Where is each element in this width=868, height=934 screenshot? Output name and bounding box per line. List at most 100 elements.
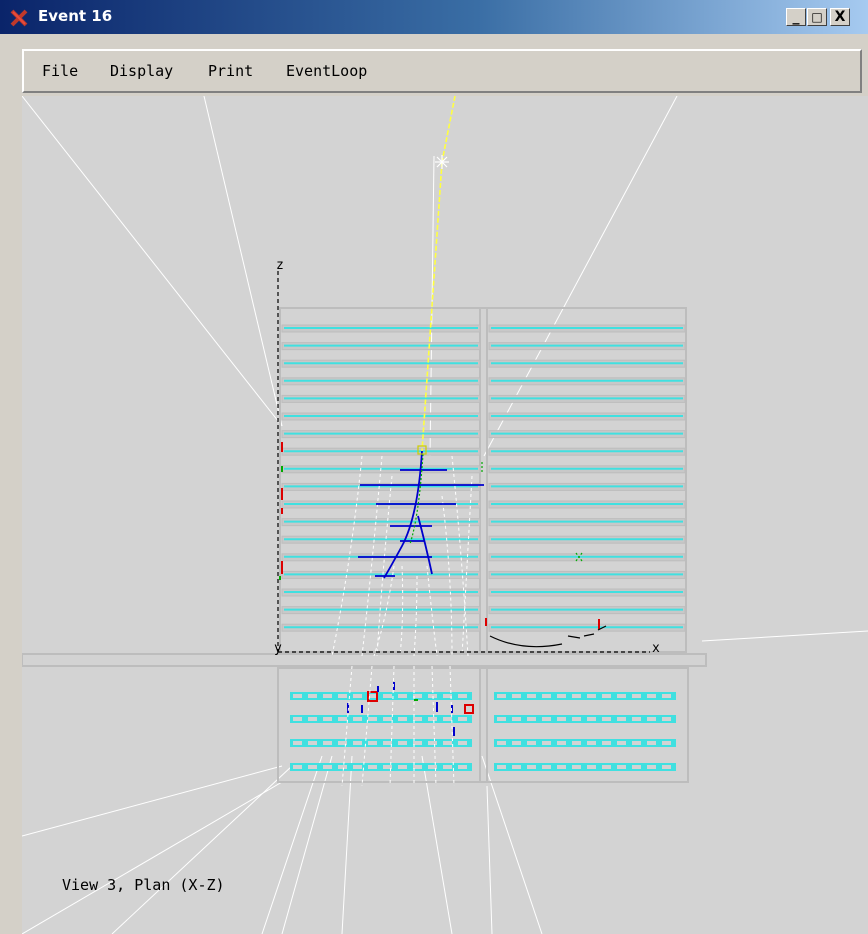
lower-hits bbox=[347, 682, 474, 736]
segment-cell bbox=[353, 717, 362, 721]
segment-cell bbox=[443, 765, 452, 769]
segment-cell bbox=[497, 741, 506, 745]
event-display-canvas[interactable]: z y x View 3, Plan (X-Z) bbox=[22, 96, 868, 934]
segment-cell bbox=[428, 765, 437, 769]
segment-cell bbox=[458, 765, 467, 769]
app-x-icon bbox=[10, 9, 28, 27]
segment-cell bbox=[368, 765, 377, 769]
segment-cell bbox=[398, 694, 407, 698]
segment-cell bbox=[662, 765, 671, 769]
segment-row bbox=[494, 763, 676, 771]
segment-cell bbox=[323, 694, 332, 698]
view-label: View 3, Plan (X-Z) bbox=[62, 876, 225, 894]
segment-cell bbox=[632, 741, 641, 745]
segment-cell bbox=[353, 741, 362, 745]
segment-cell bbox=[323, 765, 332, 769]
separator-band bbox=[22, 653, 707, 667]
segment-cell bbox=[602, 694, 611, 698]
segment-cell bbox=[572, 741, 581, 745]
segment-cell bbox=[323, 741, 332, 745]
segment-cell bbox=[497, 717, 506, 721]
minimize-button[interactable]: _ bbox=[786, 8, 806, 26]
segment-cell bbox=[338, 765, 347, 769]
segment-cell bbox=[413, 717, 422, 721]
blue-tracks bbox=[358, 450, 484, 579]
segment-cell bbox=[617, 741, 626, 745]
background-rays bbox=[22, 96, 868, 934]
segment-cell bbox=[647, 765, 656, 769]
segment-row bbox=[494, 692, 676, 700]
segment-cell bbox=[368, 694, 377, 698]
segment-cell bbox=[368, 717, 377, 721]
maximize-icon: □ bbox=[811, 10, 823, 24]
menu-bar: File Display Print EventLoop bbox=[22, 49, 862, 93]
segment-cell bbox=[527, 694, 536, 698]
segment-cell bbox=[497, 694, 506, 698]
segment-cell bbox=[512, 765, 521, 769]
segment-cell bbox=[383, 717, 392, 721]
segment-row bbox=[494, 715, 676, 723]
close-icon: X bbox=[834, 9, 846, 25]
segment-cell bbox=[602, 717, 611, 721]
axis-y-label: y bbox=[274, 641, 282, 656]
segment-cell bbox=[557, 765, 566, 769]
segment-cell bbox=[308, 765, 317, 769]
black-curve bbox=[489, 625, 607, 648]
segment-cell bbox=[443, 717, 452, 721]
segment-cell bbox=[512, 717, 521, 721]
segment-cell bbox=[572, 717, 581, 721]
star-marker bbox=[435, 155, 449, 169]
segment-cell bbox=[428, 717, 437, 721]
segment-cell bbox=[587, 741, 596, 745]
yellow-track bbox=[421, 96, 456, 452]
upper-detector-frame bbox=[279, 307, 687, 653]
segment-row bbox=[494, 739, 676, 747]
close-button[interactable]: X bbox=[830, 8, 850, 26]
segment-cell bbox=[383, 741, 392, 745]
segment-cell bbox=[602, 741, 611, 745]
segment-cell bbox=[632, 717, 641, 721]
menu-file[interactable]: File bbox=[42, 62, 79, 80]
segment-cell bbox=[413, 765, 422, 769]
menu-display[interactable]: Display bbox=[110, 62, 174, 80]
menu-print[interactable]: Print bbox=[208, 62, 254, 80]
menu-eventloop[interactable]: EventLoop bbox=[286, 62, 368, 80]
axis-x-label: x bbox=[652, 641, 660, 656]
segment-cell bbox=[647, 694, 656, 698]
title-bar[interactable]: Event 16 _ □ X bbox=[0, 0, 868, 34]
segment-cell bbox=[308, 717, 317, 721]
segment-row bbox=[290, 715, 472, 723]
segment-cell bbox=[308, 741, 317, 745]
segment-cell bbox=[527, 717, 536, 721]
segment-cell bbox=[413, 694, 422, 698]
segment-cell bbox=[293, 694, 302, 698]
segment-cell bbox=[557, 717, 566, 721]
segment-cell bbox=[497, 765, 506, 769]
event-display-svg bbox=[22, 96, 868, 934]
green-tracks bbox=[409, 445, 583, 562]
segment-cell bbox=[557, 741, 566, 745]
segment-cell bbox=[617, 694, 626, 698]
maximize-button[interactable]: □ bbox=[807, 8, 827, 26]
segment-cell bbox=[527, 765, 536, 769]
segment-cell bbox=[458, 741, 467, 745]
segment-cell bbox=[512, 741, 521, 745]
segment-cell bbox=[632, 765, 641, 769]
segment-cell bbox=[617, 765, 626, 769]
segment-cell bbox=[398, 741, 407, 745]
segment-cell bbox=[293, 741, 302, 745]
upper-strips bbox=[281, 324, 686, 632]
segment-cell bbox=[587, 765, 596, 769]
edge-hits bbox=[279, 442, 600, 629]
lower-strips bbox=[290, 692, 676, 771]
segment-cell bbox=[602, 765, 611, 769]
segment-cell bbox=[527, 741, 536, 745]
segment-row bbox=[290, 692, 472, 700]
segment-cell bbox=[383, 694, 392, 698]
segment-cell bbox=[542, 694, 551, 698]
lower-detector-frame bbox=[277, 667, 689, 783]
segment-cell bbox=[308, 694, 317, 698]
segment-cell bbox=[617, 717, 626, 721]
segment-cell bbox=[587, 717, 596, 721]
